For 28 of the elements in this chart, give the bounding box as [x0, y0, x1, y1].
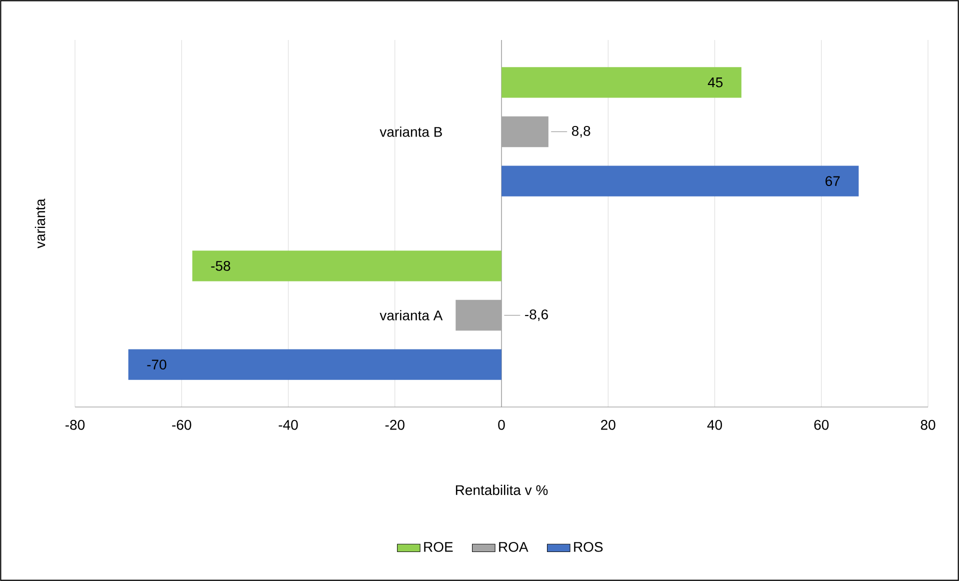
data-label: 45	[708, 78, 723, 88]
bar	[502, 67, 742, 98]
legend-label: ROS	[574, 542, 603, 552]
bar	[128, 349, 502, 380]
x-tick-label: -80	[66, 420, 85, 430]
legend-label: ROE	[424, 542, 453, 552]
x-tick-label: 40	[707, 420, 722, 430]
legend-label: ROA	[499, 542, 528, 552]
bar	[502, 166, 859, 196]
bar	[456, 300, 502, 331]
data-label: -58	[211, 260, 230, 271]
data-label: -70	[147, 360, 166, 370]
data-label: -8,6	[525, 309, 548, 322]
bar	[502, 116, 548, 148]
x-axis-title: Rentabilita v %	[456, 484, 548, 496]
x-tick-label: -40	[278, 420, 298, 430]
y-axis-title: varianta	[34, 198, 46, 248]
data-label: 8,8	[572, 126, 590, 138]
x-tick-label: 0	[498, 420, 505, 430]
x-tick-label: -60	[172, 420, 192, 430]
x-tick-label: 20	[601, 420, 616, 430]
x-tick-label: 60	[814, 420, 829, 430]
x-tick-label: 80	[920, 420, 936, 430]
data-label: 67	[826, 176, 840, 186]
bar	[192, 250, 502, 282]
x-tick-label: -20	[385, 420, 404, 430]
y-tick-label: varianta B	[380, 126, 442, 137]
y-tick-label: varianta A	[380, 310, 443, 320]
